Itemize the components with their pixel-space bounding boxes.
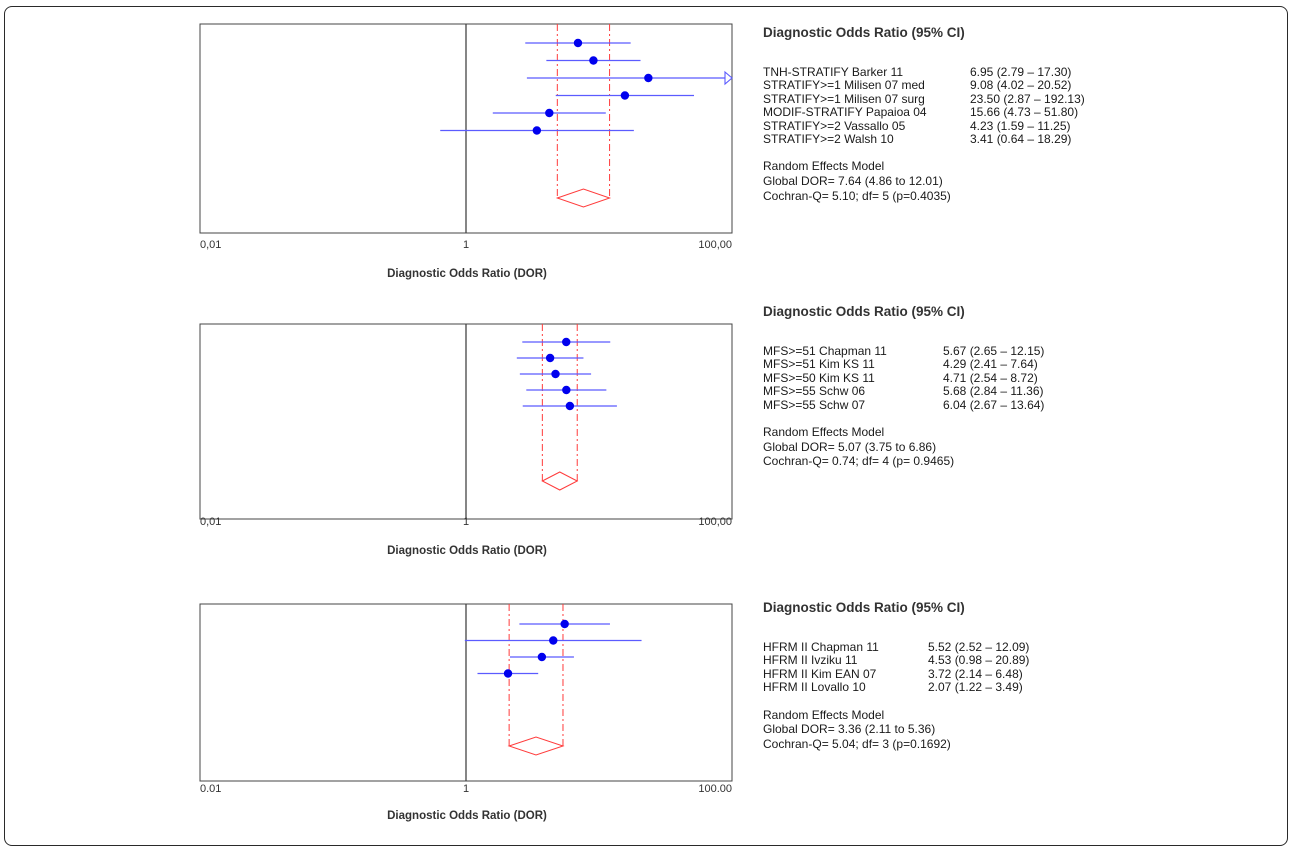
cochran-q: Cochran-Q= 5.10; df= 5 (p=0.4035) xyxy=(763,188,951,203)
study-name: MFS>=51 Kim KS 11 xyxy=(763,357,875,372)
study-name: STRATIFY>=1 Milisen 07 med xyxy=(763,78,925,93)
study-row: STRATIFY>=1 Milisen 07 med 9.08 (4.02 – 2… xyxy=(763,78,1283,93)
study-row: MFS>=51 Kim KS 11 4.29 (2.41 – 7.64) xyxy=(763,357,1283,372)
study-dor-value: 6.04 (2.67 – 13.64) xyxy=(943,397,1045,412)
x-tick-label: 100,00 xyxy=(698,239,732,251)
study-name: HFRM II Chapman 11 xyxy=(763,640,879,654)
x-tick-label: 1 xyxy=(463,239,469,251)
study-name: MODIF-STRATIFY Papaioa 04 xyxy=(763,105,927,120)
study-dor-value: 2.07 (1.22 – 3.49) xyxy=(928,680,1023,695)
x-tick-label: 0.01 xyxy=(200,783,221,795)
global-dor: Global DOR= 7.64 (4.86 to 12.01) xyxy=(763,173,943,188)
study-point xyxy=(562,385,571,395)
study-dor-value: 23.50 (2.87 – 192.13) xyxy=(970,91,1085,106)
study-dor-value: 3.41 (0.64 – 18.29) xyxy=(970,131,1072,146)
study-row: HFRM II Kim EAN 07 3.72 (2.14 – 6.48) xyxy=(763,666,1283,681)
study-name: TNH-STRATIFY Barker 11 xyxy=(763,65,904,79)
study-name: HFRM II Kim EAN 07 xyxy=(763,666,877,681)
forest-plot-1: 0,01 1 100,00 xyxy=(199,23,733,251)
x-tick-label: 100.00 xyxy=(698,783,732,795)
table-title: Diagnostic Odds Ratio (95% CI) xyxy=(763,304,965,319)
study-name: STRATIFY>=2 Walsh 10 xyxy=(763,131,894,146)
global-dor: Global DOR= 3.36 (2.11 to 5.36) xyxy=(763,722,936,737)
study-row: STRATIFY>=1 Milisen 07 surg 23.50 (2.87 –… xyxy=(763,91,1283,106)
study-point xyxy=(545,108,554,118)
study-name: MFS>=51 Chapman 11 xyxy=(763,344,887,358)
study-name: MFS>=50 Kim KS 11 xyxy=(763,370,875,385)
model-name: Random Effects Model xyxy=(763,707,885,722)
study-table: Diagnostic Odds Ratio (95% CI) MFS>=51 C… xyxy=(763,304,1283,469)
study-dor-value: 5.68 (2.84 – 11.36) xyxy=(943,384,1044,399)
study-row: MODIF-STRATIFY Papaioa 04 15.66 (4.73 – 5… xyxy=(763,105,1283,120)
global-dor: Global DOR= 5.07 (3.75 to 6.86) xyxy=(763,439,937,454)
study-name: MFS>=55 Schw 06 xyxy=(763,384,866,399)
study-row: HFRM II Chapman 11 5.52 (2.52 – 12.09) xyxy=(763,640,1283,654)
study-dor-value: 4.23 (1.59 – 11.25) xyxy=(970,118,1071,133)
study-dor-value: 4.29 (2.41 – 7.64) xyxy=(943,357,1038,372)
study-row: MFS>=55 Schw 07 6.04 (2.67 – 13.64) xyxy=(763,397,1283,412)
study-name: STRATIFY>=2 Vassallo 05 xyxy=(763,118,906,133)
study-table: Diagnostic Odds Ratio (95% CI) TNH-STRAT… xyxy=(763,25,1283,203)
forest-plot-3: 0.01 1 100.00 xyxy=(199,603,733,795)
table-title: Diagnostic Odds Ratio (95% CI) xyxy=(763,600,965,615)
model-summary: Random Effects Model Global DOR= 7.64 (4… xyxy=(763,159,1283,203)
study-point xyxy=(620,91,630,100)
model-summary: Random Effects Model Global DOR= 5.07 (3… xyxy=(763,425,1283,469)
table-title: Diagnostic Odds Ratio (95% CI) xyxy=(763,25,965,40)
study-point xyxy=(503,669,513,678)
study-name: MFS>=55 Schw 07 xyxy=(763,397,866,412)
forest-plot-2: 0,01 1 100,00 xyxy=(199,323,733,528)
study-point xyxy=(549,636,558,645)
pooled-diamond xyxy=(507,736,565,756)
cochran-q: Cochran-Q= 0.74; df= 4 (p= 0.9465) xyxy=(763,454,955,469)
x-tick-label: 100,00 xyxy=(698,516,732,528)
pooled-diamond xyxy=(541,471,579,491)
x-tick-label: 1 xyxy=(463,516,469,528)
study-row: TNH-STRATIFY Barker 11 6.95 (2.79 – 17.30… xyxy=(763,65,1283,79)
study-row: MFS>=51 Chapman 11 5.67 (2.65 – 12.15) xyxy=(763,344,1283,358)
study-dor-value: 15.66 (4.73 – 51.80) xyxy=(970,105,1079,120)
study-name: STRATIFY>=1 Milisen 07 surg xyxy=(763,91,925,106)
study-row: MFS>=50 Kim KS 11 4.71 (2.54 – 8.72) xyxy=(763,370,1283,385)
model-name: Random Effects Model xyxy=(763,159,885,174)
study-dor-value: 3.72 (2.14 – 6.48) xyxy=(928,666,1023,681)
study-dor-value: 6.95 (2.79 – 17.30) xyxy=(970,65,1072,79)
study-row: STRATIFY>=2 Walsh 10 3.41 (0.64 – 18.29) xyxy=(763,131,1283,146)
x-tick-label: 0,01 xyxy=(200,516,221,528)
study-dor-value: 5.67 (2.65 – 12.15) xyxy=(943,344,1045,358)
study-row: HFRM II Lovallo 10 2.07 (1.22 – 3.49) xyxy=(763,680,1283,695)
study-dor-value: 4.71 (2.54 – 8.72) xyxy=(943,370,1038,385)
study-table: Diagnostic Odds Ratio (95% CI) HFRM II C… xyxy=(763,600,1283,751)
pooled-diamond xyxy=(555,188,612,208)
study-point xyxy=(551,369,560,379)
study-dor-value: 9.08 (4.02 – 20.52) xyxy=(970,78,1072,93)
study-row: STRATIFY>=2 Vassallo 05 4.23 (1.59 – 11.2… xyxy=(763,118,1283,133)
ci-clipped-arrow xyxy=(724,70,733,86)
study-point xyxy=(562,337,571,347)
study-point xyxy=(560,619,569,629)
x-axis-label: Diagnostic Odds Ratio (DOR) xyxy=(387,545,547,557)
study-point xyxy=(573,38,583,48)
study-row: MFS>=55 Schw 06 5.68 (2.84 – 11.36) xyxy=(763,384,1283,399)
study-name: HFRM II Lovallo 10 xyxy=(763,680,866,695)
study-point xyxy=(537,652,547,662)
x-axis-label: Diagnostic Odds Ratio (DOR) xyxy=(387,810,547,822)
study-point xyxy=(532,126,542,135)
study-row: HFRM II Ivziku 11 4.53 (0.98 – 20.89) xyxy=(763,653,1283,668)
study-name: HFRM II Ivziku 11 xyxy=(763,653,858,668)
study-point xyxy=(589,56,598,65)
x-tick-label: 1 xyxy=(463,783,469,795)
study-point xyxy=(565,401,575,411)
study-point xyxy=(644,73,653,83)
model-name: Random Effects Model xyxy=(763,424,885,439)
study-point xyxy=(545,353,555,363)
study-dor-value: 4.53 (0.98 – 20.89) xyxy=(928,653,1030,668)
x-tick-label: 0,01 xyxy=(200,239,221,251)
cochran-q: Cochran-Q= 5.04; df= 3 (p=0.1692) xyxy=(763,736,951,751)
study-dor-value: 5.52 (2.52 – 12.09) xyxy=(928,640,1030,654)
x-axis-label: Diagnostic Odds Ratio (DOR) xyxy=(387,268,547,280)
model-summary: Random Effects Model Global DOR= 3.36 (2… xyxy=(763,708,1283,752)
